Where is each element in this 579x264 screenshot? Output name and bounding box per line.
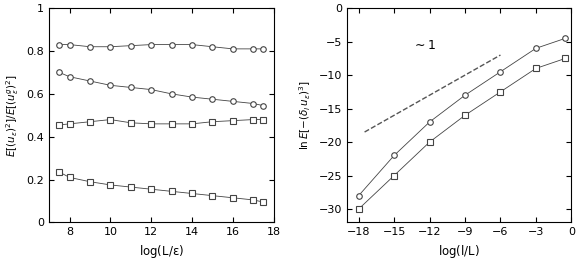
- X-axis label: $\rm log(L/\varepsilon)$: $\rm log(L/\varepsilon)$: [139, 243, 184, 260]
- Y-axis label: $\ln E[-(\delta_l\, u_\varepsilon)^3]$: $\ln E[-(\delta_l\, u_\varepsilon)^3]$: [298, 80, 313, 150]
- Text: $\sim$1: $\sim$1: [412, 39, 436, 52]
- Y-axis label: $E[(u_\varepsilon)^2]/E[(u_\varepsilon^g)^2]$: $E[(u_\varepsilon)^2]/E[(u_\varepsilon^g…: [4, 74, 21, 157]
- X-axis label: $\rm log(l/L)$: $\rm log(l/L)$: [438, 243, 480, 260]
